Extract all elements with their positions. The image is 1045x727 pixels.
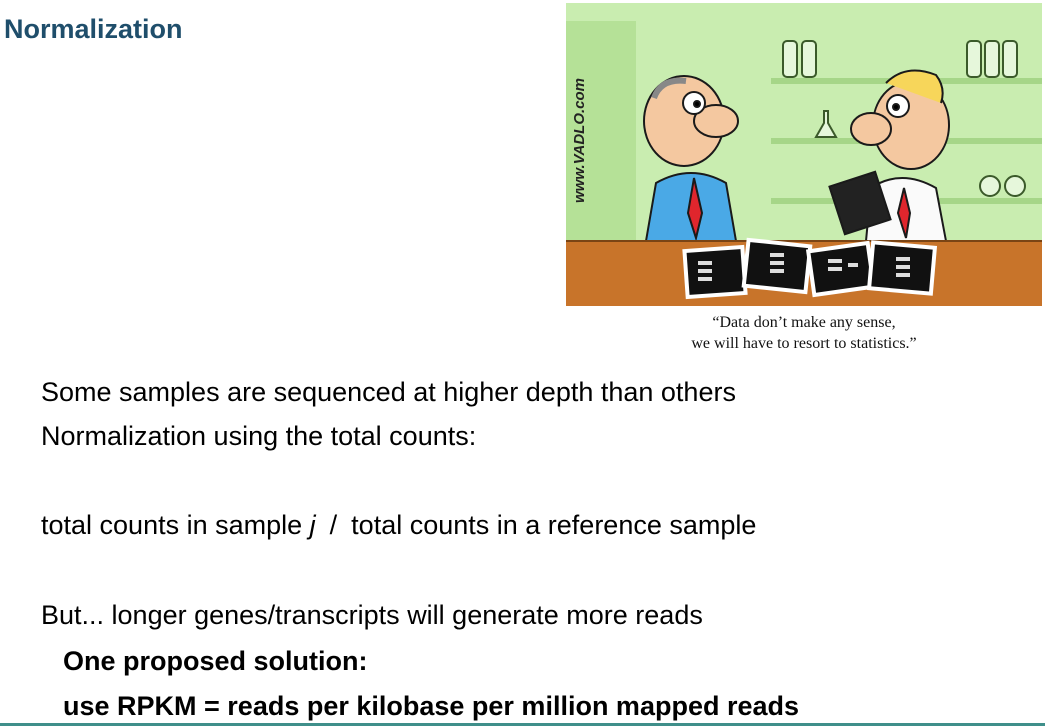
caption-line-2: we will have to resort to statistics.” — [691, 335, 917, 352]
formula-variable: j — [309, 510, 316, 540]
body-line-solution: One proposed solution: — [63, 646, 368, 676]
cartoon-illustration: www.VADLO.com — [566, 3, 1042, 306]
bottom-divider — [0, 723, 1045, 726]
formula-separator: / — [329, 510, 338, 540]
cartoon-watermark: www.VADLO.com — [571, 78, 588, 203]
slide-title: Normalization — [4, 14, 183, 44]
body-line-formula: total counts in sample j / total counts in… — [41, 510, 756, 541]
formula-right: total counts in a reference sample — [351, 510, 757, 540]
body-line-longer-genes: But... longer genes/transcripts will gen… — [41, 600, 703, 630]
cartoon-caption: “Data don’t make any sense, we will have… — [566, 312, 1042, 354]
body-line-depth: Some samples are sequenced at higher dep… — [41, 377, 736, 407]
body-line-rpkm: use RPKM = reads per kilobase per millio… — [63, 691, 800, 721]
formula-left: total counts in sample — [41, 510, 310, 540]
caption-line-1: “Data don’t make any sense, — [712, 314, 896, 331]
body-line-normalization: Normalization using the total counts: — [41, 421, 477, 451]
